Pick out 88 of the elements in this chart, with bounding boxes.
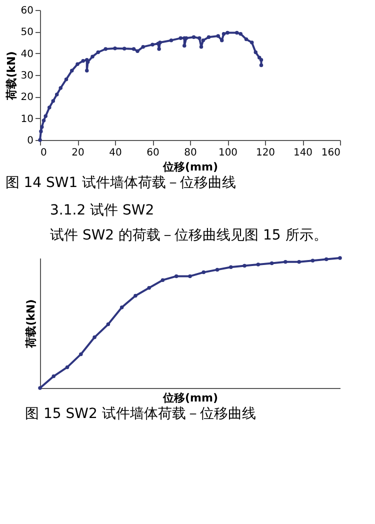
point (122, 46, 126, 50)
text: 3.1.2 试件 SW2 (50, 202, 154, 218)
point (157, 47, 161, 51)
y-tick-label: 10 (20, 114, 34, 125)
x-axis-title: 位移(mm) (162, 160, 218, 174)
point (48, 106, 52, 110)
x-tick-label: 0 (40, 148, 47, 158)
point (297, 260, 301, 264)
point (229, 265, 233, 269)
point (132, 47, 136, 51)
point (270, 261, 274, 266)
point (38, 386, 42, 390)
point (113, 46, 117, 50)
y-tick-label: 0 (27, 136, 34, 146)
y-tick-label: 30 (20, 70, 34, 82)
point (79, 352, 83, 356)
point (178, 36, 182, 40)
point (134, 294, 138, 298)
y-tick-label: 60 (20, 6, 34, 16)
point (310, 258, 315, 262)
point (38, 138, 42, 142)
point (188, 274, 192, 278)
point (242, 264, 246, 268)
point (70, 68, 74, 73)
point (96, 50, 100, 54)
y-axis-title: 荷载(kN) (24, 299, 38, 349)
point (64, 77, 68, 82)
point (215, 268, 220, 272)
point (259, 63, 264, 68)
point (338, 256, 342, 260)
point (226, 30, 230, 35)
text: 图 14 SW1 试件墙体荷载－位移曲线 (5, 175, 236, 191)
point (136, 49, 140, 54)
point (51, 99, 55, 103)
point (250, 40, 254, 44)
point (182, 44, 186, 48)
x-tick-label: 60 (146, 148, 160, 158)
x-tick-label: 40 (109, 148, 122, 158)
point (201, 38, 205, 42)
point (324, 257, 328, 262)
point (44, 114, 48, 118)
point (90, 54, 94, 58)
point (42, 118, 46, 122)
point (141, 44, 145, 49)
text: 试件 SW2 的荷载－位移曲线见图 15 所示。 (50, 228, 328, 244)
x-tick-label: 160 (321, 148, 340, 158)
point (206, 35, 211, 39)
x-axis-title: 位移(mm) (162, 392, 218, 404)
point (169, 38, 174, 42)
point (65, 365, 70, 370)
point (254, 50, 258, 54)
y-tick-label: 50 (20, 27, 34, 38)
point (106, 322, 110, 326)
point (216, 34, 220, 38)
point (220, 38, 224, 42)
x-tick-label: 120 (256, 148, 276, 158)
point (55, 92, 59, 96)
point (192, 35, 196, 39)
point (120, 306, 124, 310)
point (92, 335, 96, 340)
text: 图 15 SW2 试件墙体荷载－位移曲线 (25, 406, 256, 422)
x-tick-label: 100 (218, 148, 238, 158)
point (81, 59, 85, 63)
point (150, 42, 154, 47)
x-tick-label: 20 (72, 148, 84, 158)
point (256, 262, 260, 266)
x-tick-label: 140 (293, 148, 313, 158)
point (198, 36, 202, 40)
point (284, 260, 288, 264)
y-tick-label: 20 (20, 92, 34, 104)
point (39, 129, 43, 134)
y-axis-title: 荷载(kN) (4, 51, 18, 101)
point (147, 286, 151, 290)
y-tick-label: 40 (20, 48, 34, 60)
point (40, 125, 44, 129)
point (76, 62, 80, 66)
x-tick-label: 80 (184, 148, 197, 158)
point (52, 374, 56, 378)
point (238, 32, 242, 36)
point (160, 278, 165, 282)
point (174, 274, 178, 278)
point (222, 32, 226, 36)
point (202, 270, 206, 274)
point (244, 37, 248, 42)
point (85, 68, 89, 73)
point (235, 30, 239, 35)
point (58, 86, 62, 90)
point (104, 47, 108, 51)
